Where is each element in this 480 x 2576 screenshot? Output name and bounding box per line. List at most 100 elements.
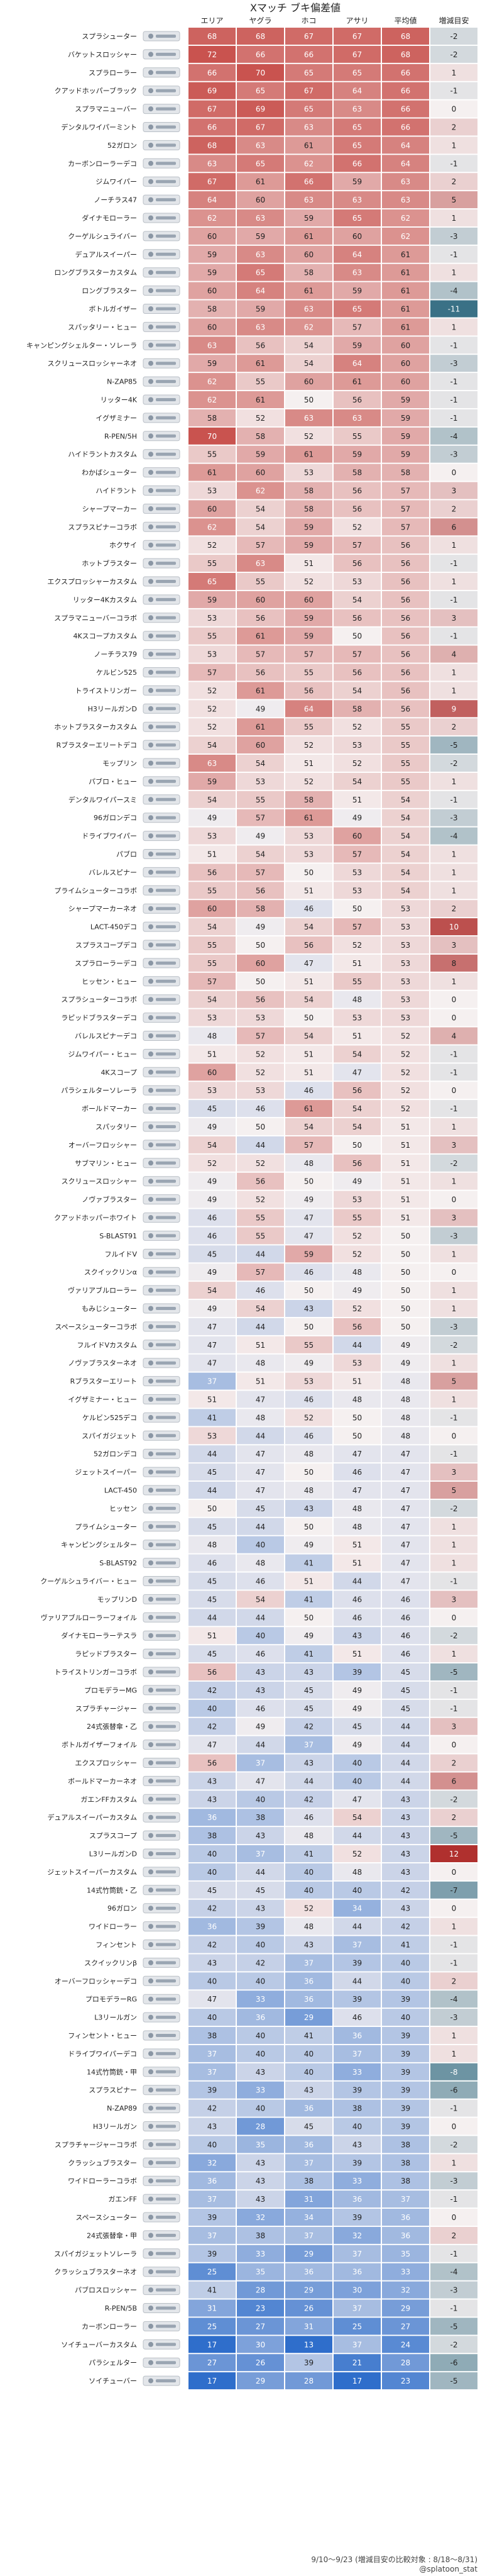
cell-value: 49: [207, 1177, 217, 1186]
heatmap-cell: [285, 772, 332, 790]
heatmap-cell: [334, 2336, 381, 2353]
cell-value: 43: [352, 2140, 362, 2149]
table-row: ラピッドブラスターデコ 53 53 50 53 53 0: [61, 1009, 477, 1026]
heatmap-cell: [382, 2118, 429, 2135]
heatmap-cell: [285, 1100, 332, 1118]
change-value: 9: [452, 704, 457, 713]
cell-value: 37: [207, 1377, 217, 1386]
weapon-icon: [143, 1594, 180, 1604]
weapon-icon: [143, 2157, 180, 2168]
weapon-name: スプラチャージャー: [75, 1704, 137, 1713]
cell-value: 53: [256, 1086, 265, 1095]
heatmap-cell: [237, 1245, 284, 1263]
heatmap-cell: [188, 1409, 236, 1426]
cell-value: 60: [304, 250, 314, 259]
heatmap-cell: [237, 555, 284, 572]
change-cell: [430, 409, 477, 426]
weapon-icon: [143, 849, 180, 859]
cell-value: 42: [207, 1723, 217, 1731]
table-row: クーゲルシュライバー 60 59 61 60 62 -3: [68, 227, 477, 245]
weapon-name: ドライブワイパーデコ: [68, 2049, 137, 2058]
heatmap-cell: [237, 882, 284, 899]
cell-value: 49: [207, 814, 217, 823]
cell-value: 38: [256, 1813, 265, 1822]
heatmap-cell: [285, 500, 332, 518]
change-value: -1: [450, 1104, 458, 1113]
heatmap-cell: [334, 573, 381, 590]
cell-value: 50: [304, 1323, 314, 1331]
cell-value: 43: [401, 1868, 410, 1877]
cell-value: 46: [401, 1631, 410, 1640]
cell-value: 56: [256, 1177, 265, 1186]
table-row: N-ZAP85 62 55 60 61 60 -1: [107, 373, 477, 391]
weapon-name: プライムシューターコラボ: [54, 887, 137, 895]
cell-value: 40: [401, 1958, 410, 1967]
cell-value: 40: [352, 1886, 362, 1895]
heatmap-cell: [188, 391, 236, 408]
weapon-icon: [143, 1576, 180, 1586]
cell-value: 48: [256, 1359, 265, 1368]
weapon-icon: [143, 449, 180, 460]
change-cell: [430, 1591, 477, 1608]
change-value: 1: [452, 886, 457, 895]
heatmap-cell: [188, 28, 236, 45]
cell-value: 45: [304, 1686, 314, 1695]
heatmap-cell: [334, 1209, 381, 1226]
cell-value: 51: [304, 759, 314, 768]
heatmap-cell: [334, 2190, 381, 2208]
heatmap-cell: [237, 1536, 284, 1553]
table-row: カーボンローラーデコ 63 65 62 66 64 -1: [68, 155, 477, 172]
change-value: 2: [452, 504, 457, 513]
heatmap-cell: [237, 2336, 284, 2353]
heatmap-cell: [285, 1172, 332, 1190]
heatmap-cell: [334, 555, 381, 572]
weapon-name: スクイックリンα: [84, 1269, 137, 1277]
cell-value: 30: [352, 2286, 362, 2295]
heatmap-cell: [334, 482, 381, 499]
cell-value: 51: [352, 1377, 362, 1386]
cell-value: 28: [256, 2123, 265, 2131]
cell-value: 54: [304, 1032, 314, 1041]
weapon-name: スパッタリー: [95, 1123, 137, 1131]
cell-value: 47: [401, 1450, 410, 1458]
heatmap-cell: [237, 1300, 284, 1317]
cell-value: 54: [401, 832, 410, 841]
heatmap-cell: [188, 755, 236, 772]
table-row: ジムワイパー・ヒュー 51 52 51 54 52 -1: [68, 1045, 477, 1063]
weapon-icon: [143, 1430, 180, 1441]
cell-value: 55: [304, 1341, 314, 1350]
cell-value: 50: [401, 1304, 410, 1313]
cell-value: 40: [256, 2031, 265, 2040]
change-cell: [430, 755, 477, 772]
change-value: 1: [452, 1123, 457, 1131]
weapon-icon: [143, 1467, 180, 1477]
heatmap-cell: [382, 2136, 429, 2153]
weapon-name: イグザミナー・ヒュー: [68, 1395, 137, 1404]
cell-value: 58: [304, 269, 314, 277]
cell-value: 51: [352, 1559, 362, 1568]
cell-value: 48: [304, 1831, 314, 1840]
weapon-name: ホットブラスターカスタム: [54, 723, 137, 731]
heatmap-cell: [334, 936, 381, 953]
weapon-name: ヒッセン: [109, 1504, 137, 1513]
heatmap-cell: [188, 2045, 236, 2062]
cell-value: 52: [352, 723, 362, 731]
cell-value: 40: [304, 1868, 314, 1877]
heatmap-cell: [237, 64, 284, 81]
cell-value: 65: [352, 123, 362, 132]
cell-value: 49: [352, 1177, 362, 1186]
table-row: スクリュースロッシャーネオ 59 61 54 64 60 -3: [48, 355, 477, 372]
heatmap-cell: [382, 2209, 429, 2226]
change-cell: [430, 500, 477, 518]
heatmap-cell: [188, 2118, 236, 2135]
heatmap-cell: [285, 791, 332, 808]
cell-value: 59: [401, 414, 410, 423]
heatmap-cell: [382, 82, 429, 99]
heatmap-cell: [334, 82, 381, 99]
cell-value: 70: [207, 432, 217, 441]
heatmap-cell: [188, 1045, 236, 1063]
heatmap-cell: [237, 1136, 284, 1153]
cell-value: 36: [401, 2231, 410, 2240]
cell-value: 51: [401, 1196, 410, 1204]
cell-value: 69: [256, 105, 265, 114]
